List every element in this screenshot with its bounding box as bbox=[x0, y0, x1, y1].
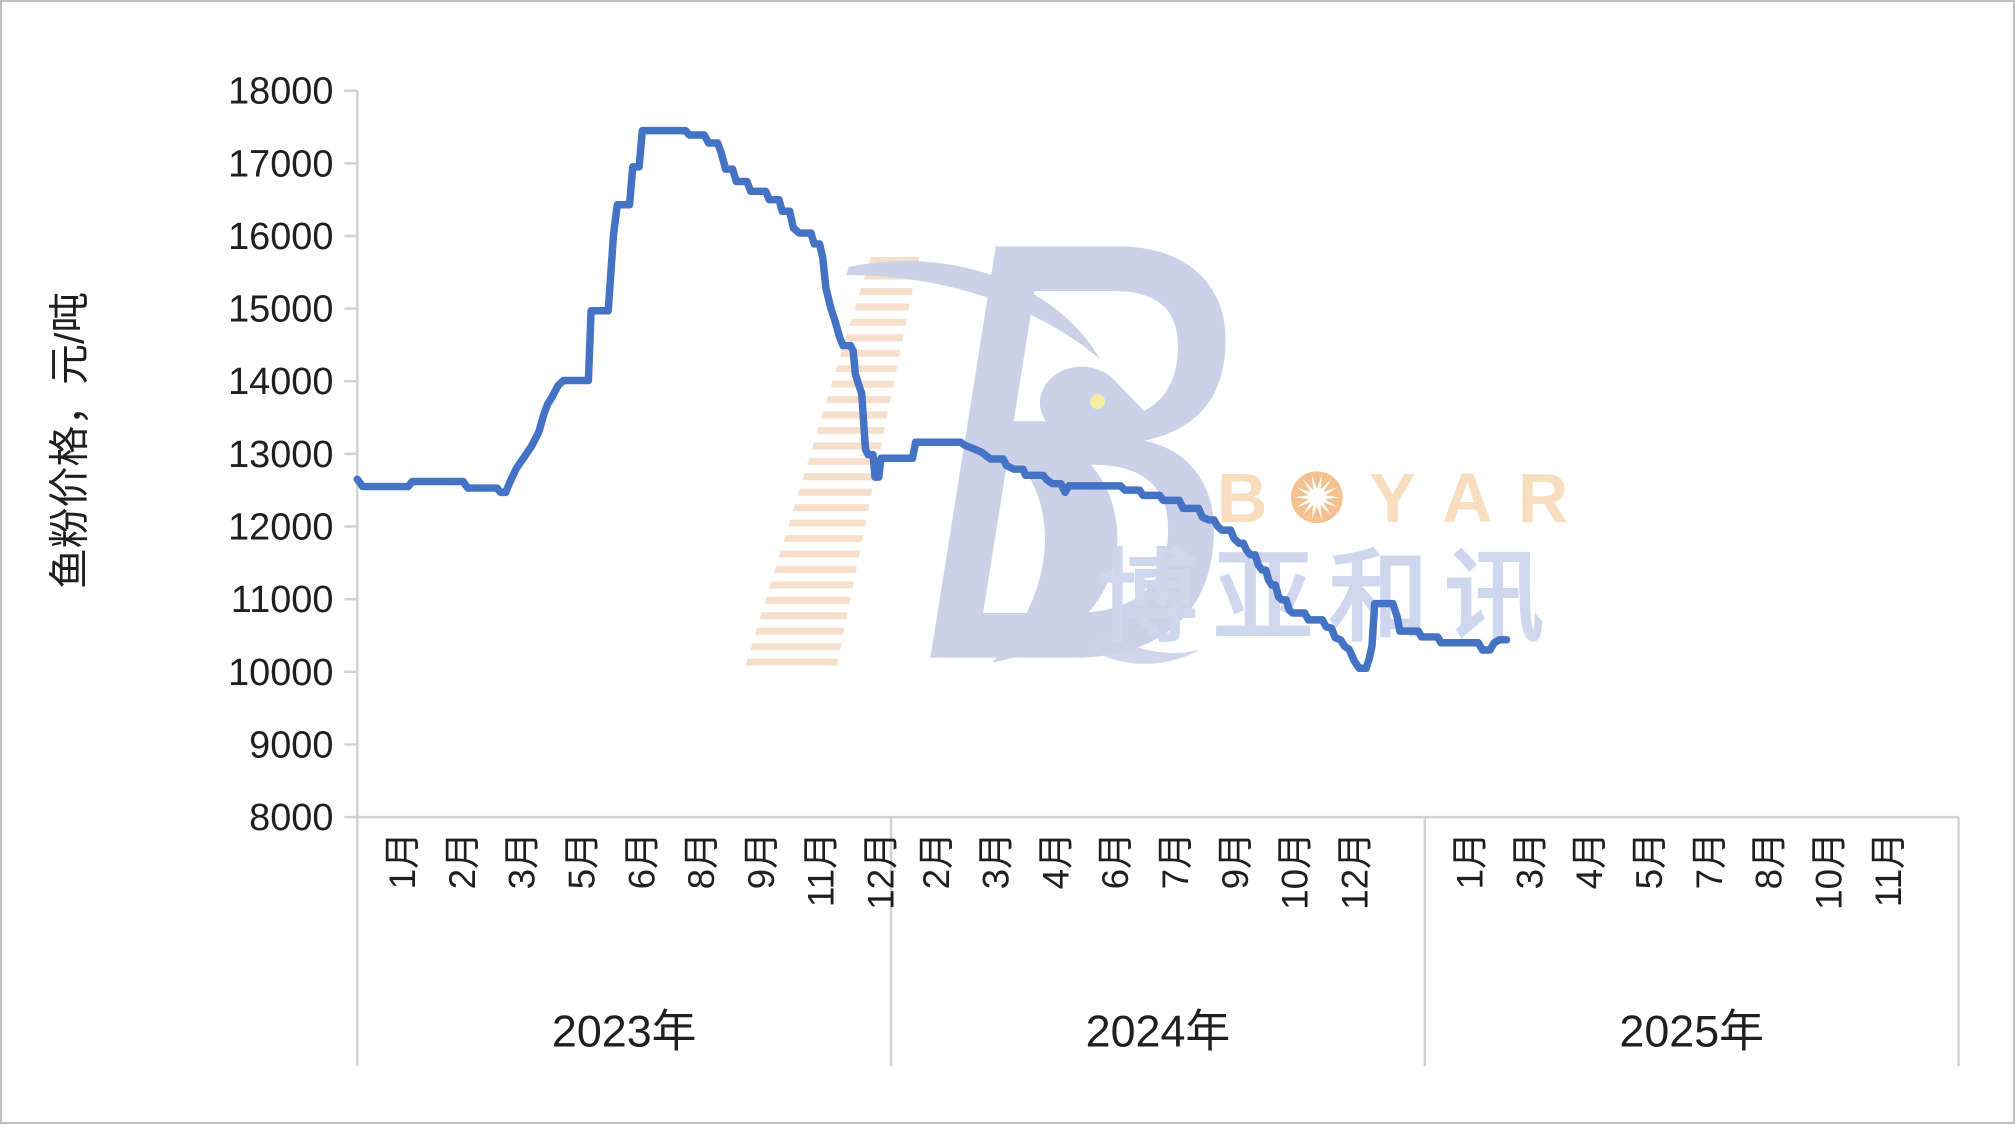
month-label: 4月 bbox=[1569, 832, 1610, 889]
month-label: 3月 bbox=[976, 832, 1017, 889]
month-label: 1月 bbox=[382, 832, 423, 889]
month-label: 2月 bbox=[442, 832, 483, 889]
y-tick-label: 15000 bbox=[228, 289, 333, 331]
month-label: 8月 bbox=[1749, 832, 1790, 889]
axes bbox=[344, 89, 1960, 1067]
month-label: 6月 bbox=[621, 832, 662, 889]
watermark-brand-en-letter: R bbox=[1518, 459, 1568, 537]
dove-beak bbox=[1102, 377, 1163, 441]
watermark-brand-en-letter: B bbox=[1217, 459, 1267, 537]
watermark-logo: BB Y A R 博亚和讯 bbox=[744, 116, 1568, 785]
watermark-brand-cn-char: 讯 bbox=[1444, 543, 1544, 654]
y-tick-label: 18000 bbox=[228, 71, 333, 113]
year-label: 2025年 bbox=[1619, 1005, 1764, 1056]
month-label: 5月 bbox=[561, 832, 602, 889]
watermark-brand-en-letter: A bbox=[1442, 459, 1492, 537]
y-tick-label: 8000 bbox=[249, 797, 333, 839]
watermark-brand-cn-char: 和 bbox=[1329, 543, 1429, 654]
month-label: 7月 bbox=[1689, 832, 1730, 889]
month-label: 10月 bbox=[1275, 832, 1316, 910]
y-tick-label: 14000 bbox=[228, 361, 333, 403]
watermark-brand-cn-char: 亚 bbox=[1213, 543, 1313, 654]
month-label: 7月 bbox=[1155, 832, 1196, 889]
y-tick-label: 13000 bbox=[228, 434, 333, 476]
month-label: 3月 bbox=[1509, 832, 1550, 889]
month-label: 11月 bbox=[1868, 832, 1909, 907]
month-label: 2月 bbox=[916, 832, 957, 889]
month-label: 9月 bbox=[1215, 832, 1256, 889]
watermark-wing bbox=[846, 261, 1100, 359]
month-label: 12月 bbox=[860, 832, 901, 910]
dove-tail bbox=[1091, 629, 1200, 664]
sunburst-rays bbox=[1293, 474, 1340, 520]
month-label: 9月 bbox=[741, 832, 782, 889]
y-axis-title: 鱼粉价格，元/吨 bbox=[46, 292, 92, 589]
month-label: 6月 bbox=[1095, 832, 1136, 889]
y-tick-label: 17000 bbox=[228, 143, 333, 185]
month-label: 1月 bbox=[1450, 832, 1491, 889]
month-label: 8月 bbox=[681, 832, 722, 889]
watermark-brand-en-letter: Y bbox=[1369, 459, 1416, 537]
month-label: 11月 bbox=[801, 832, 842, 907]
year-label: 2024年 bbox=[1086, 1005, 1231, 1056]
watermark-b-glyph: B bbox=[915, 116, 1242, 784]
dove-eye bbox=[1090, 394, 1106, 410]
y-tick-label: 10000 bbox=[228, 652, 333, 694]
y-tick-label: 12000 bbox=[228, 506, 333, 548]
price-line bbox=[353, 126, 1511, 672]
y-tick-label: 9000 bbox=[249, 724, 333, 766]
watermark-brand-cn-char: 博 bbox=[1098, 543, 1198, 654]
y-tick-label: 16000 bbox=[228, 216, 333, 258]
month-label: 4月 bbox=[1035, 832, 1076, 889]
year-label: 2023年 bbox=[552, 1005, 697, 1056]
month-label: 12月 bbox=[1334, 832, 1375, 910]
y-tick-label: 11000 bbox=[231, 579, 333, 621]
month-label: 5月 bbox=[1629, 832, 1670, 889]
dove-head bbox=[1039, 366, 1124, 439]
month-label: 3月 bbox=[502, 832, 543, 889]
month-label: 10月 bbox=[1808, 832, 1849, 910]
